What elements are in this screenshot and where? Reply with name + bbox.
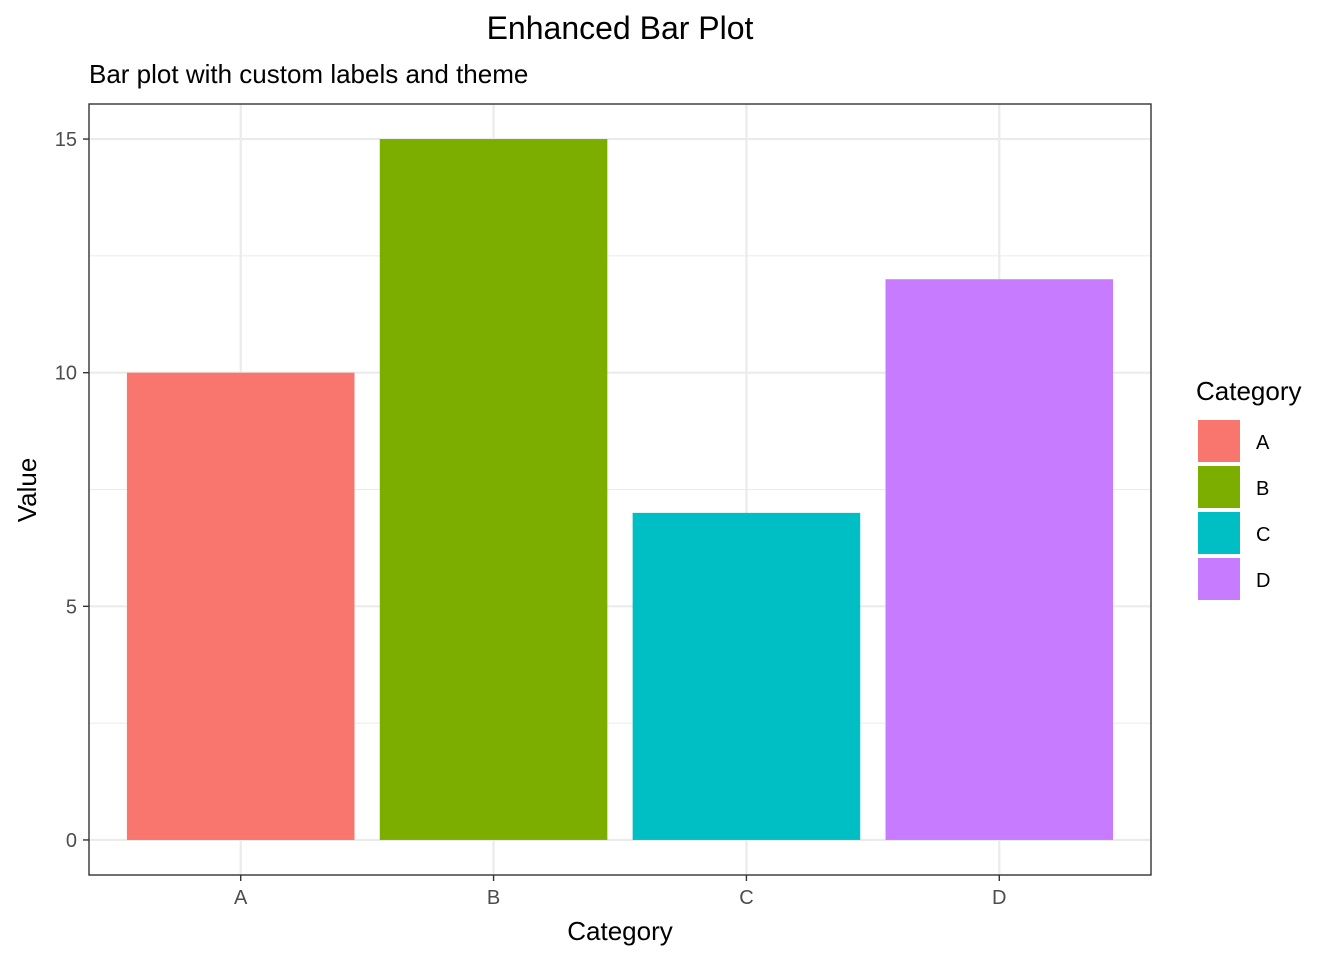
y-tick-label: 0 bbox=[66, 830, 77, 852]
legend-key-a bbox=[1198, 420, 1240, 462]
bar-a bbox=[126, 372, 355, 840]
plot-border bbox=[88, 103, 1152, 876]
x-axis-label: Category bbox=[567, 916, 673, 946]
legend-label-b: B bbox=[1256, 478, 1269, 500]
chart-title: Enhanced Bar Plot bbox=[487, 10, 754, 46]
bar-b bbox=[379, 139, 608, 840]
legend-items: A B C D bbox=[1198, 420, 1270, 600]
chart-subtitle: Bar plot with custom labels and theme bbox=[89, 59, 528, 89]
x-tick-label: A bbox=[234, 887, 248, 909]
x-tick-label: C bbox=[739, 887, 753, 909]
y-tick-label: 15 bbox=[55, 129, 77, 151]
bar-c bbox=[632, 512, 861, 840]
plot-area: 0 5 10 15 A B C D bbox=[55, 103, 1152, 909]
y-tick-label: 5 bbox=[66, 596, 77, 618]
legend-label-a: A bbox=[1256, 432, 1270, 454]
x-tick-label: D bbox=[992, 887, 1006, 909]
legend-label-c: C bbox=[1256, 524, 1270, 546]
x-tick-label: B bbox=[487, 887, 500, 909]
y-tick-label: 10 bbox=[55, 363, 77, 385]
legend-label-d: D bbox=[1256, 570, 1270, 592]
legend-key-b bbox=[1198, 466, 1240, 508]
legend-title: Category bbox=[1196, 376, 1302, 406]
legend: Category A B C D bbox=[1196, 376, 1302, 600]
legend-key-c bbox=[1198, 512, 1240, 554]
legend-key-d bbox=[1198, 558, 1240, 600]
y-axis-label: Value bbox=[12, 458, 42, 523]
bar-d bbox=[885, 279, 1114, 840]
